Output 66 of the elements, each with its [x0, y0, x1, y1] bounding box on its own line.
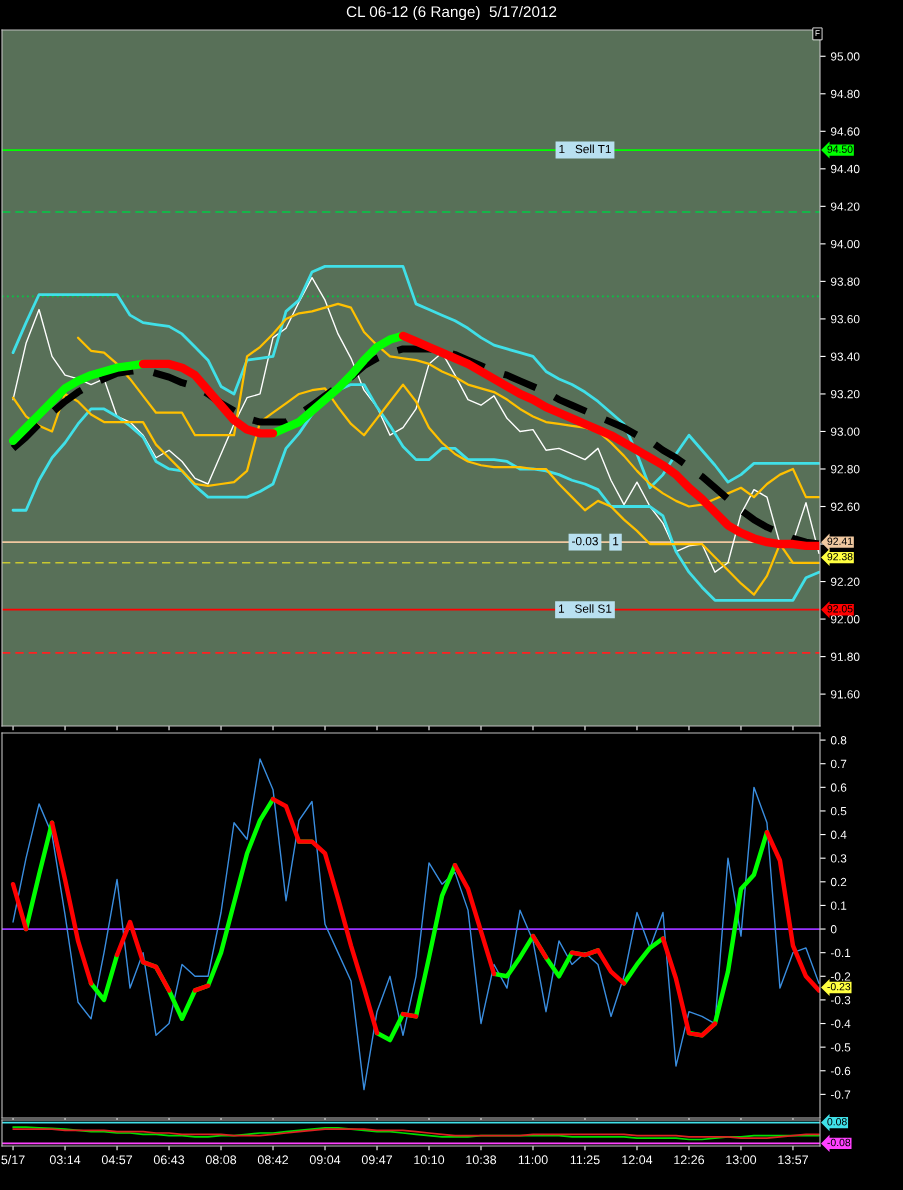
- y-tick-label: 92.80: [830, 465, 860, 474]
- y-tick-label: -0.2: [830, 972, 851, 981]
- y-tick-label: 0.5: [830, 806, 847, 816]
- y-tick-label: 0.1: [830, 901, 847, 910]
- y-tick-label: -0.7: [830, 1090, 851, 1099]
- x-tick-label: 08:08: [205, 1155, 237, 1165]
- y-tick-label: 0.4: [830, 830, 847, 839]
- y-tick-label: 93.00: [830, 427, 860, 436]
- y-tick-label: 94.60: [830, 127, 860, 136]
- y-tick-label: 93.20: [830, 389, 860, 399]
- y-tick-label: -0.3: [830, 995, 851, 1005]
- y-tick-label: 93.40: [830, 352, 860, 361]
- ref-line-label: 92.05: [827, 605, 853, 613]
- ref-line-label: -0.08: [827, 1138, 851, 1147]
- y-tick-label: 91.60: [830, 690, 860, 699]
- y-tick-label: 93.80: [830, 277, 860, 286]
- annotation: 1 Sell T1: [559, 144, 611, 154]
- x-tick-label: 09:04: [309, 1155, 341, 1165]
- x-tick-label: 11:25: [570, 1155, 600, 1165]
- y-tick-label: 92.20: [830, 577, 860, 586]
- annotation: 1 Sell S1: [558, 604, 612, 613]
- y-tick-label: 94.80: [830, 89, 860, 99]
- y-tick-label: 94.20: [830, 202, 860, 211]
- line-series: [76, 302, 820, 508]
- line-series: [12, 758, 820, 1091]
- x-tick-label: 08:42: [257, 1155, 289, 1165]
- line-series: [11, 264, 820, 490]
- x-tick-label: 12:26: [674, 1155, 705, 1165]
- ref-line-label: 94.50: [827, 145, 853, 153]
- x-tick-label: 13:57: [778, 1155, 808, 1165]
- y-tick-label: 93.60: [830, 314, 860, 324]
- y-tick-label: -0.5: [830, 1043, 851, 1052]
- ref-line-label: 92.41: [827, 537, 853, 545]
- x-tick-label: 10:38: [466, 1155, 497, 1165]
- text: -0.23: [827, 982, 851, 991]
- y-tick-label: 0.3: [830, 854, 847, 863]
- y-tick-label: 92.60: [830, 502, 860, 511]
- annotation: 1: [613, 537, 619, 546]
- y-tick-label: 0.6: [830, 783, 847, 792]
- x-tick-label: 06:43: [153, 1155, 185, 1165]
- line-series: [12, 276, 820, 573]
- y-tick-label: 95.00: [830, 52, 860, 61]
- y-tick-label: 91.80: [830, 652, 860, 661]
- x-tick-label: 04:57: [101, 1155, 133, 1165]
- y-tick-label: 0.2: [830, 877, 847, 887]
- y-tick-label: 0: [830, 925, 837, 934]
- y-tick-label: 0.7: [830, 759, 847, 769]
- x-tick-label: 12:04: [622, 1155, 653, 1165]
- x-tick-label: 09:47: [361, 1155, 393, 1165]
- ref-line-label: 0.08: [827, 1118, 847, 1126]
- x-tick-label: 11:00: [518, 1155, 548, 1165]
- annotation: -0.03: [572, 536, 598, 546]
- y-tick-label: -0.6: [830, 1066, 851, 1076]
- chart-title: CL 06-12 (6 Range) 5/17/2012: [346, 5, 557, 21]
- y-tick-label: 94.40: [830, 164, 860, 174]
- x-tick-label: 5/17: [1, 1155, 25, 1165]
- x-tick-label: 03:14: [49, 1155, 81, 1165]
- text: 92.38: [827, 552, 853, 561]
- y-tick-label: -0.1: [830, 948, 851, 958]
- y-tick-label: 92.00: [830, 615, 860, 624]
- y-tick-label: 0.8: [830, 736, 847, 745]
- x-tick-label: 13:00: [726, 1155, 757, 1165]
- annotation: F: [815, 30, 820, 37]
- x-tick-label: 10:10: [414, 1155, 445, 1165]
- y-tick-label: -0.4: [830, 1019, 851, 1028]
- y-tick-label: 94.00: [830, 239, 860, 249]
